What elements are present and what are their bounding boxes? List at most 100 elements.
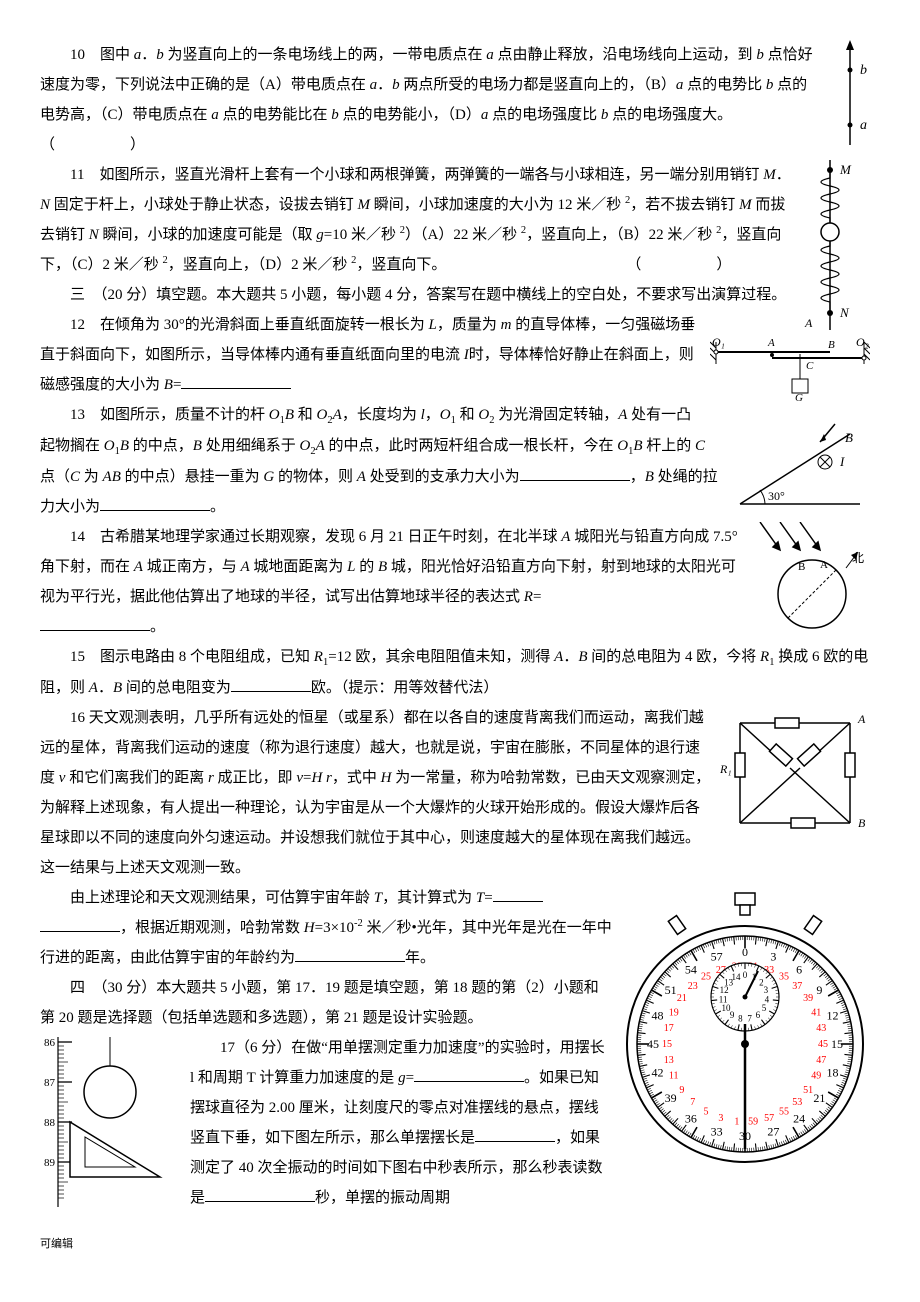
q13-num: 13 xyxy=(70,407,85,423)
fig-q10: b a xyxy=(830,40,870,150)
svg-text:88: 88 xyxy=(44,1117,56,1129)
label-O1: O₁ xyxy=(712,335,725,349)
svg-text:45: 45 xyxy=(818,1039,828,1050)
svg-text:87: 87 xyxy=(44,1077,56,1089)
blank-q17b xyxy=(475,1126,555,1143)
blank-q15 xyxy=(231,676,311,693)
svg-text:45: 45 xyxy=(647,1037,659,1051)
label-G13: G xyxy=(795,392,803,404)
svg-text:39: 39 xyxy=(803,993,813,1004)
fig-q13-svg: O₁ O₂ A B C G xyxy=(710,334,870,404)
fig-q12: I B 30° xyxy=(730,414,870,514)
label-O2: O₂ xyxy=(856,335,869,349)
svg-text:7: 7 xyxy=(747,1014,752,1024)
sec4-label: 四 xyxy=(70,980,85,996)
footer: 可编辑 xyxy=(40,1233,870,1255)
svg-text:17: 17 xyxy=(664,1023,674,1034)
label-A11: A xyxy=(804,316,813,330)
fig-q12-svg: I B 30° xyxy=(730,414,870,514)
fig-q14-svg: A B 北 xyxy=(750,522,870,632)
svg-text:57: 57 xyxy=(764,1113,774,1124)
svg-text:6: 6 xyxy=(796,963,802,977)
label-a: a xyxy=(860,118,867,133)
svg-text:89: 89 xyxy=(44,1157,56,1169)
label-R1: R₁ xyxy=(720,762,732,776)
svg-text:25: 25 xyxy=(701,971,711,982)
svg-text:41: 41 xyxy=(811,1007,821,1018)
svg-text:49: 49 xyxy=(811,1071,821,1082)
svg-text:18: 18 xyxy=(826,1065,838,1079)
fig-q13: O₁ O₂ A B C G xyxy=(710,334,870,404)
blank-q17c xyxy=(205,1186,315,1203)
svg-text:24: 24 xyxy=(793,1111,805,1125)
svg-text:10: 10 xyxy=(721,1003,731,1013)
svg-text:47: 47 xyxy=(816,1055,826,1066)
q11-text: 11 如图所示，竖直光滑杆上套有一个小球和两根弹簧，两弹簧的一端各与小球相连，另… xyxy=(40,160,870,280)
blank-q13b xyxy=(100,495,210,512)
svg-text:6: 6 xyxy=(756,1010,761,1020)
svg-text:86: 86 xyxy=(44,1037,56,1049)
label-b: b xyxy=(860,63,867,78)
blank-q13a xyxy=(520,465,630,482)
blank-q12 xyxy=(181,373,291,390)
svg-text:5: 5 xyxy=(704,1107,709,1118)
svg-text:19: 19 xyxy=(669,1007,679,1018)
fig-q15-svg: A B R₁ xyxy=(720,703,870,843)
label-A13: A xyxy=(767,337,775,349)
svg-text:36: 36 xyxy=(685,1111,697,1125)
svg-text:15: 15 xyxy=(662,1039,672,1050)
label-ang12: 30° xyxy=(768,489,785,503)
q10-num: 10 xyxy=(70,47,85,63)
label-N: N xyxy=(839,305,850,320)
svg-text:9: 9 xyxy=(679,1085,684,1096)
fig-q11-svg: M N A xyxy=(800,160,870,330)
svg-text:14: 14 xyxy=(732,972,742,982)
fig-ruler: 86 87 88 89 xyxy=(40,1037,180,1207)
svg-text:55: 55 xyxy=(779,1107,789,1118)
svg-text:54: 54 xyxy=(685,963,697,977)
sec3-text: 三 （20 分）填空题。本大题共 5 小题，每小题 4 分，答案写在题中横线上的… xyxy=(40,280,870,310)
q15-num: 15 xyxy=(70,649,85,665)
svg-text:9: 9 xyxy=(730,1010,735,1020)
svg-text:21: 21 xyxy=(813,1091,825,1105)
svg-text:33: 33 xyxy=(711,1124,723,1138)
label-M: M xyxy=(839,162,852,177)
q14-num: 14 xyxy=(70,529,85,545)
svg-text:9: 9 xyxy=(816,983,822,997)
svg-text:39: 39 xyxy=(665,1091,677,1105)
svg-text:21: 21 xyxy=(677,993,687,1004)
blank-q16a xyxy=(493,886,543,903)
blank-q16a2 xyxy=(40,916,120,933)
svg-text:11: 11 xyxy=(669,1071,679,1082)
svg-text:12: 12 xyxy=(826,1009,838,1023)
svg-text:43: 43 xyxy=(816,1023,826,1034)
svg-text:1: 1 xyxy=(734,1117,739,1128)
svg-text:23: 23 xyxy=(688,981,698,992)
label-B14: B xyxy=(798,561,805,573)
svg-text:51: 51 xyxy=(803,1085,813,1096)
svg-text:51: 51 xyxy=(665,983,677,997)
label-A14: A xyxy=(820,559,828,571)
q11-num: 11 xyxy=(70,167,84,183)
svg-text:8: 8 xyxy=(738,1014,743,1024)
fig-q14: A B 北 xyxy=(750,522,870,632)
label-C13: C xyxy=(806,360,814,372)
blank-q16b xyxy=(295,946,405,963)
svg-text:37: 37 xyxy=(792,981,802,992)
q12-num: 12 xyxy=(70,317,85,333)
label-B12: B xyxy=(845,430,853,445)
svg-text:15: 15 xyxy=(831,1037,843,1051)
blank-q14 xyxy=(40,615,150,632)
svg-text:11: 11 xyxy=(719,994,728,1004)
svg-text:53: 53 xyxy=(792,1097,802,1108)
label-I12: I xyxy=(839,454,845,469)
label-A15: A xyxy=(857,712,866,726)
q15-text: 15 图示电路由 8 个电阻组成，已知 R1=12 欧，其余电阻阻值未知，测得 … xyxy=(40,642,870,703)
q16-num: 16 xyxy=(70,710,85,726)
fig-q10-svg: b a xyxy=(830,40,870,150)
svg-text:57: 57 xyxy=(711,950,723,964)
svg-text:0: 0 xyxy=(743,970,748,980)
q14-blank: 。 xyxy=(40,612,870,642)
svg-text:48: 48 xyxy=(652,1009,664,1023)
svg-text:3: 3 xyxy=(718,1113,723,1124)
